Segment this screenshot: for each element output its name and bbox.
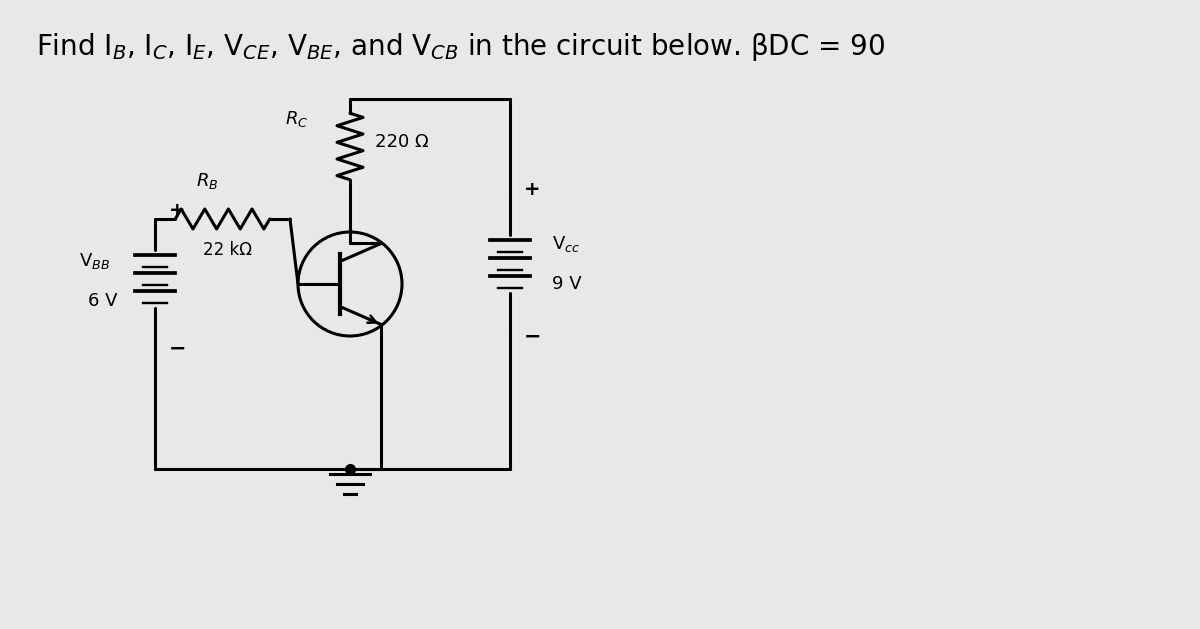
Text: −: − xyxy=(524,327,541,347)
Text: 22 kΩ: 22 kΩ xyxy=(203,241,252,259)
Text: 6 V: 6 V xyxy=(88,292,118,310)
Text: R$_B$: R$_B$ xyxy=(197,171,218,191)
Text: 220 Ω: 220 Ω xyxy=(374,133,428,150)
Text: +: + xyxy=(169,201,186,221)
Text: −: − xyxy=(169,339,186,359)
Text: V$_{cc}$: V$_{cc}$ xyxy=(552,234,580,254)
Text: +: + xyxy=(524,179,540,199)
Text: V$_{BB}$: V$_{BB}$ xyxy=(79,251,110,271)
Text: 9 V: 9 V xyxy=(552,275,582,293)
Text: R$_C$: R$_C$ xyxy=(284,108,308,128)
Text: Find I$_B$, I$_C$, I$_E$, V$_{CE}$, V$_{BE}$, and V$_{CB}$ in the circuit below.: Find I$_B$, I$_C$, I$_E$, V$_{CE}$, V$_{… xyxy=(36,31,884,64)
